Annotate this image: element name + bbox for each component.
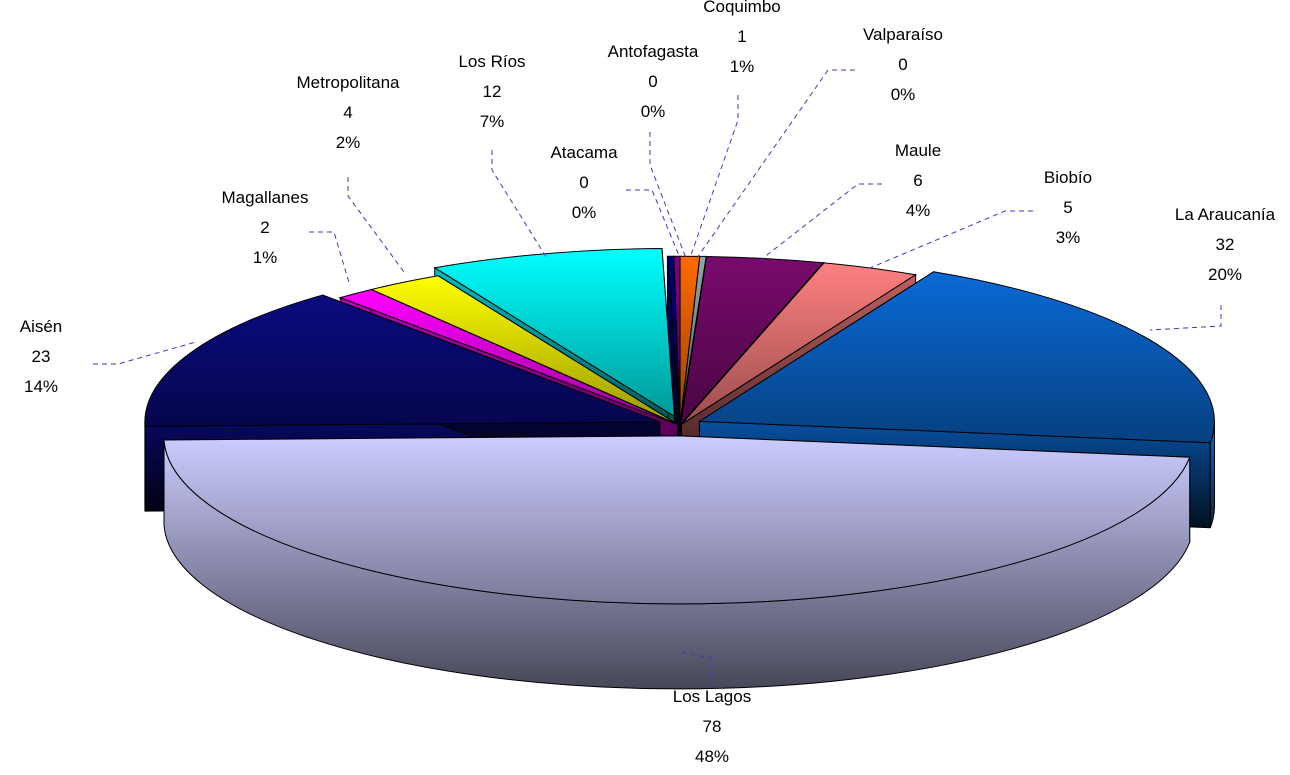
slice-label-value: 5 (1063, 198, 1072, 217)
slice-label-valparaiso: Valparaíso 0 0% (863, 25, 943, 104)
slice-label-value: 0 (648, 72, 657, 91)
leader-metropolitana (347, 177, 405, 273)
leader-magallanes (309, 231, 351, 287)
slice-label-los-lagos: Los Lagos 78 48% (673, 687, 751, 766)
slice-label-name: Maule (895, 141, 941, 160)
slice-label-magallanes: Magallanes 2 1% (222, 188, 309, 267)
slice-label-percent: 0% (891, 85, 916, 104)
slice-label-value: 6 (913, 171, 922, 190)
slice-labels: Coquimbo 1 1% Valparaíso 0 0% Maule 6 4% Biobío 5 3… (20, 0, 1276, 766)
slice-label-percent: 2% (336, 133, 361, 152)
leader-atacama (626, 189, 681, 259)
slice-label-name: Los Ríos (458, 52, 525, 71)
slice-label-value: 2 (260, 218, 269, 237)
slice-label-biobio: Biobío 5 3% (1044, 168, 1092, 247)
slice-top (338, 289, 678, 426)
leader-los-lagos (679, 651, 713, 686)
slice-label-percent: 0% (641, 102, 666, 121)
slice-label-name: Metropolitana (296, 73, 400, 92)
slice-top (433, 247, 676, 418)
slice-label-name: Coquimbo (703, 0, 781, 16)
leader-maule (757, 183, 882, 263)
slice-label-maule: Maule 6 4% (895, 141, 941, 220)
slice-top (679, 255, 825, 426)
leader-los-rios (491, 150, 549, 261)
leader-biobio (869, 210, 1033, 269)
slice-label-name: Magallanes (222, 188, 309, 207)
slice-top (163, 435, 1191, 605)
slice-label-percent: 0% (572, 203, 597, 222)
leader-valparaiso (696, 69, 855, 259)
pie-slice-los-lagos (163, 435, 1191, 690)
slice-label-percent: 48% (695, 747, 729, 766)
slice-label-la-araucania: La Araucanía 32 20% (1175, 205, 1276, 284)
slice-label-name: Los Lagos (673, 687, 751, 706)
slice-label-value: 4 (343, 103, 352, 122)
slice-label-percent: 4% (906, 201, 931, 220)
slice-label-value: 0 (898, 55, 907, 74)
slice-label-name: Atacama (550, 143, 618, 162)
slice-label-name: La Araucanía (1175, 205, 1276, 224)
slice-top (144, 294, 661, 427)
leader-antofagasta (649, 132, 687, 259)
slice-top (697, 271, 1215, 444)
slice-top (666, 255, 681, 425)
slice-label-name: Biobío (1044, 168, 1092, 187)
slice-label-percent: 20% (1208, 265, 1242, 284)
leader-lines (93, 69, 1222, 686)
slice-label-value: 32 (1216, 235, 1235, 254)
slice-label-value: 1 (737, 27, 746, 46)
slice-label-value: 78 (703, 717, 722, 736)
slice-label-name: Antofagasta (608, 42, 699, 61)
leader-la-araucania (1149, 305, 1222, 331)
slice-label-percent: 1% (253, 248, 278, 267)
slice-label-value: 23 (32, 347, 51, 366)
slice-label-coquimbo: Coquimbo 1 1% (703, 0, 781, 76)
slice-label-aisen: Aisén 23 14% (20, 317, 63, 396)
slice-label-los-rios: Los Ríos 12 7% (458, 52, 525, 131)
slice-label-metropolitana: Metropolitana 4 2% (296, 73, 400, 152)
slice-label-atacama: Atacama 0 0% (550, 143, 618, 222)
slice-label-name: Valparaíso (863, 25, 943, 44)
slice-label-percent: 3% (1056, 228, 1081, 247)
slice-label-percent: 14% (24, 377, 58, 396)
slice-label-value: 0 (579, 173, 588, 192)
slice-label-percent: 1% (730, 57, 755, 76)
slice-label-percent: 7% (480, 112, 505, 131)
slice-label-antofagasta: Antofagasta 0 0% (608, 42, 699, 121)
slice-label-value: 12 (483, 82, 502, 101)
slice-label-name: Aisén (20, 317, 63, 336)
pie-slices (144, 247, 1215, 690)
